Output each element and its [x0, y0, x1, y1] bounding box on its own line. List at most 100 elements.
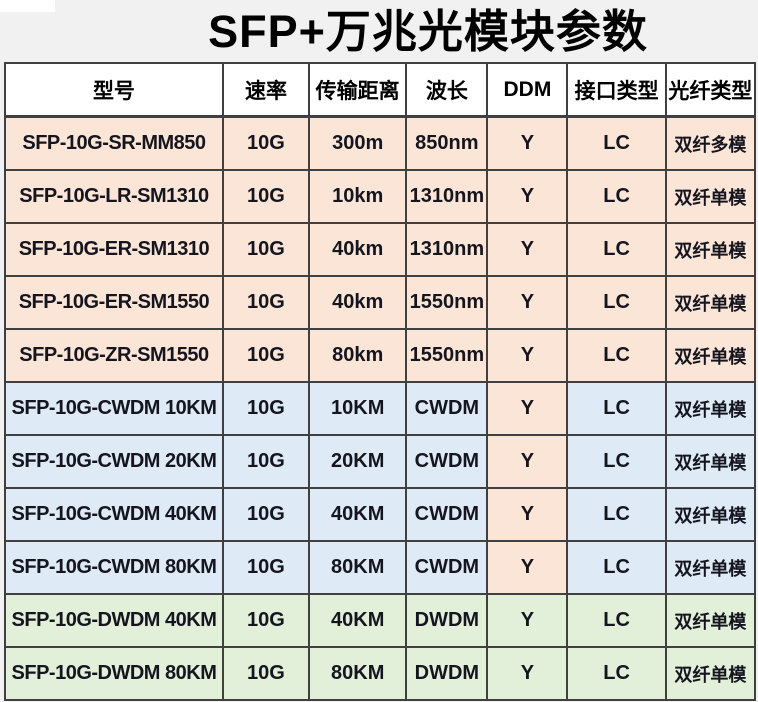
table-row: SFP-10G-DWDM 80KM 10G 80KM DWDM Y LC 双纤单模 [4, 646, 757, 701]
cell-speed: 10G [221, 434, 311, 489]
cell-speed: 10G [221, 646, 311, 701]
table-row: SFP-10G-CWDM 80KM 10G 80KM CWDM Y LC 双纤单模 [4, 540, 757, 595]
table-header: 型号 速率 传输距离 波长 DDM 接口类型 光纤类型 [4, 62, 757, 118]
cell-model: SFP-10G-LR-SM1310 [4, 169, 224, 224]
cell-ddm: Y [486, 222, 569, 277]
cell-speed: 10G [221, 381, 311, 436]
column-header-fiber: 光纤类型 [664, 62, 757, 118]
cell-model: SFP-10G-ER-SM1550 [4, 275, 224, 330]
cell-fiber: 双纤单模 [664, 487, 757, 542]
table-row: SFP-10G-ER-SM1550 10G 40km 1550nm Y LC 双纤单模 [4, 275, 757, 330]
cell-wavelength: 1310nm [405, 169, 489, 224]
cell-model: SFP-10G-ER-SM1310 [4, 222, 224, 277]
cell-model: SFP-10G-SR-MM850 [4, 115, 224, 171]
cell-ddm: Y [486, 328, 569, 383]
cell-speed: 10G [221, 593, 311, 648]
cell-distance: 40KM [308, 593, 408, 648]
table-row: SFP-10G-CWDM 20KM 10G 20KM CWDM Y LC 双纤单模 [4, 434, 757, 489]
cell-interface: LC [566, 115, 667, 171]
cell-fiber: 双纤单模 [664, 434, 757, 489]
top-left-white-patch [0, 0, 55, 12]
cell-wavelength: DWDM [405, 646, 489, 701]
cell-fiber: 双纤单模 [664, 540, 757, 595]
cell-ddm: Y [486, 275, 569, 330]
table-body: SFP-10G-SR-MM850 10G 300m 850nm Y LC 双纤多模 SFP-1… [4, 115, 757, 701]
cell-speed: 10G [221, 487, 311, 542]
cell-wavelength: CWDM [405, 487, 489, 542]
column-header-distance: 传输距离 [308, 62, 408, 118]
cell-speed: 10G [221, 328, 311, 383]
cell-model: SFP-10G-CWDM 40KM [4, 487, 224, 542]
spec-table: 型号 速率 传输距离 波长 DDM 接口类型 光纤类型 SFP-10G-SR-MM850 10… [4, 62, 757, 701]
cell-distance: 300m [308, 115, 408, 171]
cell-model: SFP-10G-CWDM 10KM [4, 381, 224, 436]
cell-ddm: Y [486, 434, 569, 489]
cell-distance: 40KM [308, 487, 408, 542]
cell-interface: LC [566, 275, 667, 330]
cell-distance: 80km [308, 328, 408, 383]
header-row: 型号 速率 传输距离 波长 DDM 接口类型 光纤类型 [4, 62, 757, 118]
title-band: SFP+万兆光模块参数 [0, 0, 758, 62]
cell-wavelength: CWDM [405, 381, 489, 436]
cell-wavelength: CWDM [405, 540, 489, 595]
cell-model: SFP-10G-CWDM 80KM [4, 540, 224, 595]
cell-interface: LC [566, 434, 667, 489]
cell-fiber: 双纤单模 [664, 381, 757, 436]
cell-distance: 10km [308, 169, 408, 224]
cell-ddm: Y [486, 381, 569, 436]
cell-model: SFP-10G-DWDM 40KM [4, 593, 224, 648]
cell-interface: LC [566, 646, 667, 701]
column-header-speed: 速率 [221, 62, 311, 118]
cell-wavelength: CWDM [405, 434, 489, 489]
cell-ddm: Y [486, 169, 569, 224]
column-header-wavelength: 波长 [405, 62, 489, 118]
table-row: SFP-10G-ZR-SM1550 10G 80km 1550nm Y LC 双纤单模 [4, 328, 757, 383]
cell-speed: 10G [221, 222, 311, 277]
column-header-model: 型号 [4, 62, 224, 118]
page-title: SFP+万兆光模块参数 [208, 6, 648, 57]
cell-speed: 10G [221, 275, 311, 330]
cell-wavelength: 1310nm [405, 222, 489, 277]
cell-interface: LC [566, 381, 667, 436]
cell-distance: 10KM [308, 381, 408, 436]
cell-wavelength: 850nm [405, 115, 489, 171]
cell-distance: 40km [308, 275, 408, 330]
table-row: SFP-10G-ER-SM1310 10G 40km 1310nm Y LC 双纤单模 [4, 222, 757, 277]
cell-wavelength: 1550nm [405, 275, 489, 330]
table-row: SFP-10G-DWDM 40KM 10G 40KM DWDM Y LC 双纤单模 [4, 593, 757, 648]
table-row: SFP-10G-CWDM 10KM 10G 10KM CWDM Y LC 双纤单模 [4, 381, 757, 436]
table-row: SFP-10G-LR-SM1310 10G 10km 1310nm Y LC 双纤单模 [4, 169, 757, 224]
cell-fiber: 双纤单模 [664, 222, 757, 277]
cell-fiber: 双纤多模 [664, 115, 757, 171]
cell-fiber: 双纤单模 [664, 646, 757, 701]
cell-distance: 80KM [308, 646, 408, 701]
cell-ddm: Y [486, 487, 569, 542]
cell-fiber: 双纤单模 [664, 275, 757, 330]
cell-distance: 80KM [308, 540, 408, 595]
column-header-interface: 接口类型 [566, 62, 667, 118]
cell-ddm: Y [486, 646, 569, 701]
cell-interface: LC [566, 593, 667, 648]
cell-speed: 10G [221, 169, 311, 224]
cell-speed: 10G [221, 115, 311, 171]
cell-ddm: Y [486, 540, 569, 595]
table-row: SFP-10G-SR-MM850 10G 300m 850nm Y LC 双纤多模 [4, 115, 757, 171]
cell-interface: LC [566, 169, 667, 224]
cell-ddm: Y [486, 593, 569, 648]
cell-interface: LC [566, 222, 667, 277]
cell-interface: LC [566, 487, 667, 542]
cell-fiber: 双纤单模 [664, 328, 757, 383]
cell-model: SFP-10G-DWDM 80KM [4, 646, 224, 701]
cell-wavelength: 1550nm [405, 328, 489, 383]
cell-interface: LC [566, 540, 667, 595]
cell-distance: 20KM [308, 434, 408, 489]
cell-wavelength: DWDM [405, 593, 489, 648]
cell-distance: 40km [308, 222, 408, 277]
table-row: SFP-10G-CWDM 40KM 10G 40KM CWDM Y LC 双纤单模 [4, 487, 757, 542]
cell-speed: 10G [221, 540, 311, 595]
cell-fiber: 双纤单模 [664, 593, 757, 648]
cell-model: SFP-10G-ZR-SM1550 [4, 328, 224, 383]
cell-model: SFP-10G-CWDM 20KM [4, 434, 224, 489]
cell-ddm: Y [486, 115, 569, 171]
cell-fiber: 双纤单模 [664, 169, 757, 224]
